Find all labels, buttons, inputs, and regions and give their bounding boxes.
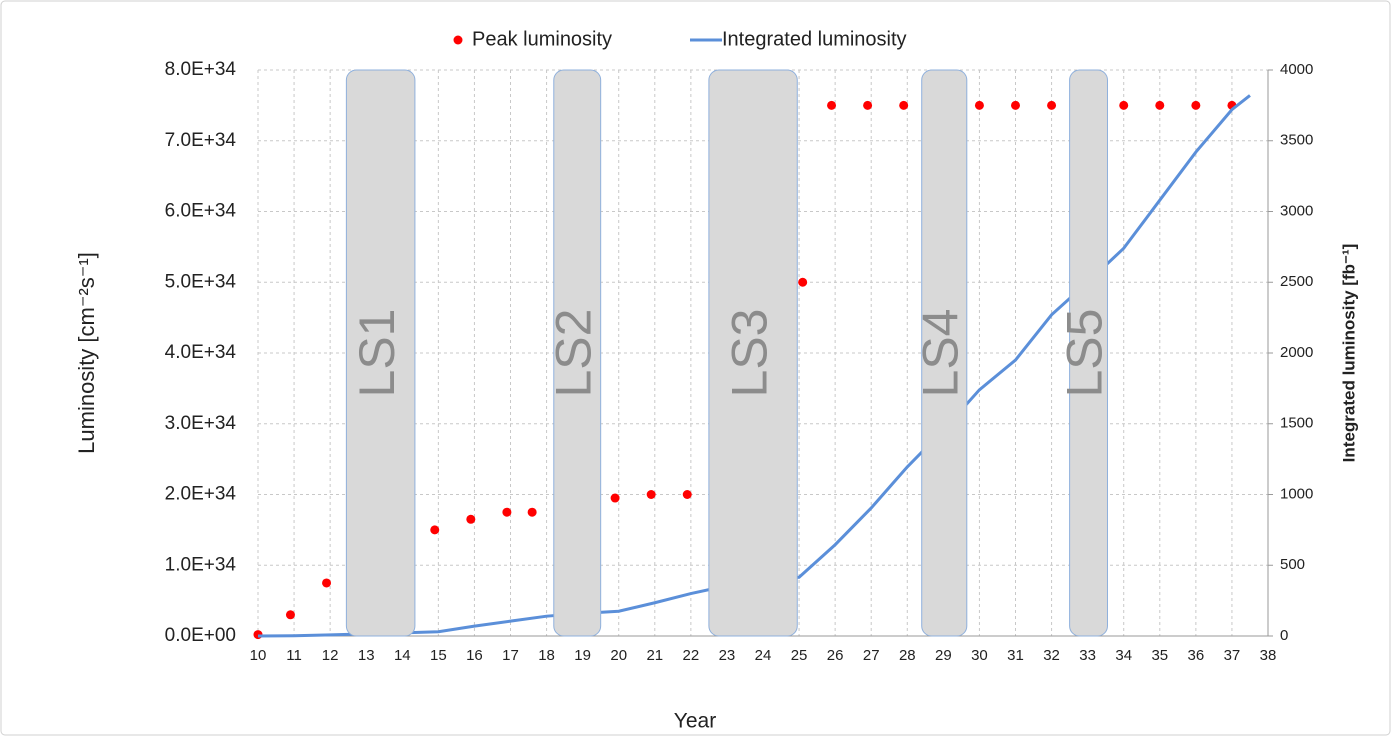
peak-point — [1191, 100, 1201, 110]
peak-point — [1011, 100, 1020, 110]
legend-label: Integrated luminosity — [722, 28, 907, 50]
shutdown-label: LS1 — [349, 309, 405, 398]
shutdown-box — [921, 69, 968, 637]
peak-point — [1047, 100, 1057, 110]
shutdown-box — [708, 69, 798, 637]
x-tick-label: 33 — [1079, 647, 1096, 664]
peak-point — [899, 100, 909, 110]
y-tick-label: 5.0E+34 — [165, 271, 237, 292]
y2-tick-label: 1000 — [1280, 485, 1313, 502]
x-tick-label: 34 — [1115, 647, 1132, 664]
x-tick-label: 24 — [755, 647, 772, 664]
y-tick-label: 1.0E+34 — [165, 554, 237, 575]
x-tick-label: 19 — [574, 647, 591, 664]
legend-marker — [453, 35, 463, 45]
x-tick-label: 27 — [863, 647, 880, 664]
peak-point — [1155, 100, 1165, 110]
x-tick-label: 11 — [286, 647, 302, 664]
x-axis-title: Year — [674, 710, 716, 733]
y2-tick-label: 1500 — [1280, 415, 1313, 432]
y2-tick-label: 2000 — [1280, 344, 1313, 361]
x-tick-label: 13 — [358, 647, 375, 664]
shutdown-label: LS4 — [912, 309, 968, 398]
peak-point — [322, 578, 332, 588]
peak-point — [430, 525, 440, 535]
y-tick-label: 6.0E+34 — [165, 201, 237, 222]
peak-point — [502, 507, 512, 517]
y-tick-label: 8.0E+34 — [165, 59, 237, 80]
x-tick-label: 15 — [430, 647, 447, 664]
peak-point — [527, 507, 537, 517]
x-tick-label: 21 — [646, 647, 663, 664]
y2-tick-label: 3000 — [1280, 202, 1313, 219]
x-tick-label: 36 — [1188, 647, 1205, 664]
peak-point — [827, 100, 837, 110]
peak-point — [610, 493, 620, 503]
x-tick-label: 35 — [1151, 647, 1168, 664]
peak-point — [646, 490, 656, 499]
peak-point — [974, 100, 984, 110]
y2-tick-label: 500 — [1280, 556, 1305, 573]
peak-point — [1119, 100, 1129, 110]
x-tick-label: 31 — [1007, 647, 1024, 664]
legend-label: Peak luminosity — [472, 28, 612, 50]
x-tick-label: 29 — [935, 647, 952, 664]
peak-point — [466, 514, 476, 524]
x-tick-label: 32 — [1043, 647, 1060, 664]
x-tick-label: 10 — [250, 647, 267, 664]
y-tick-label: 7.0E+34 — [165, 130, 237, 151]
x-tick-label: 30 — [971, 647, 988, 664]
x-tick-label: 25 — [791, 647, 808, 664]
y2-tick-label: 4000 — [1280, 61, 1313, 78]
x-tick-label: 17 — [502, 647, 519, 664]
peak-point — [798, 277, 808, 287]
y-tick-label: 2.0E+34 — [165, 484, 237, 505]
y-axis-title: Luminosity [cm⁻²s⁻¹] — [74, 252, 99, 454]
y2-tick-label: 3500 — [1280, 132, 1313, 149]
y-tick-label: 0.0E+00 — [165, 625, 236, 646]
x-tick-label: 12 — [322, 647, 339, 664]
y2-tick-label: 2500 — [1280, 273, 1313, 290]
peak-point — [682, 490, 692, 499]
shutdown-label: LS5 — [1057, 309, 1113, 398]
peak-point — [863, 100, 873, 110]
shutdown-label: LS3 — [721, 309, 777, 398]
y-tick-label: 3.0E+34 — [165, 413, 237, 434]
x-tick-label: 28 — [899, 647, 916, 664]
x-tick-label: 38 — [1260, 647, 1277, 664]
x-tick-label: 26 — [827, 647, 844, 664]
shutdown-label: LS2 — [545, 309, 601, 398]
peak-point — [285, 610, 295, 620]
y2-axis-title: Integrated luminosity [fb⁻¹] — [1339, 244, 1358, 463]
shutdown-box — [553, 69, 602, 637]
y2-tick-label: 0 — [1280, 627, 1288, 644]
shutdown-box — [1069, 69, 1108, 637]
x-tick-label: 37 — [1224, 647, 1241, 664]
x-tick-label: 18 — [538, 647, 555, 664]
x-tick-label: 16 — [466, 647, 483, 664]
x-tick-label: 23 — [719, 647, 736, 664]
y-tick-label: 4.0E+34 — [165, 342, 237, 363]
x-tick-label: 14 — [394, 647, 411, 664]
shutdown-box — [345, 69, 416, 637]
x-tick-label: 22 — [683, 647, 700, 664]
legend: Peak luminosity Integrated luminosity — [453, 28, 907, 50]
x-tick-label: 20 — [610, 647, 627, 664]
